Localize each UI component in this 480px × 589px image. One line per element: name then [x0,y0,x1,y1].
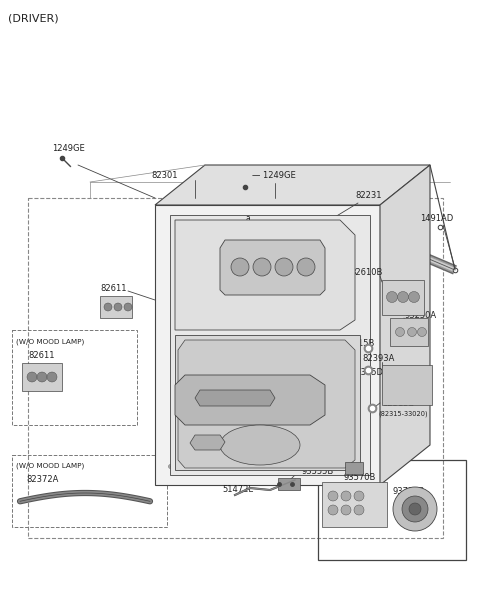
Bar [322,482,387,527]
Circle shape [328,505,338,515]
Polygon shape [178,340,355,468]
Text: a: a [330,464,335,472]
Polygon shape [195,390,275,406]
Circle shape [328,491,338,501]
Text: P82317: P82317 [193,431,225,439]
Circle shape [37,372,47,382]
Text: 1249GE: 1249GE [52,144,85,153]
Text: 93570B: 93570B [343,472,375,481]
Bar [12,330,137,425]
Circle shape [341,505,351,515]
Polygon shape [155,205,380,485]
Polygon shape [170,215,370,475]
Bar [382,365,432,405]
Text: 82393A: 82393A [362,353,395,362]
Circle shape [231,258,249,276]
Text: 82610B: 82610B [350,267,383,276]
Polygon shape [175,220,355,330]
Circle shape [104,303,112,311]
Circle shape [393,487,437,531]
Circle shape [275,258,293,276]
Text: 93555B: 93555B [302,468,334,477]
Circle shape [47,372,57,382]
Text: 82356B: 82356B [318,451,350,459]
Text: 82315B: 82315B [342,339,374,348]
Bar [28,198,443,538]
Bar [278,478,300,490]
Text: 82611: 82611 [28,350,55,359]
Polygon shape [175,375,325,425]
Circle shape [253,258,271,276]
Text: 82710C: 82710C [175,262,207,270]
Text: (W/O MOOD LAMP): (W/O MOOD LAMP) [16,463,84,469]
Text: 82301: 82301 [152,170,178,180]
Circle shape [397,292,408,303]
Bar [382,280,424,315]
Bar [390,318,428,346]
Circle shape [386,292,397,303]
Bar [345,462,363,474]
Circle shape [114,303,122,311]
Bar [100,296,132,318]
Text: — 1249GE: — 1249GE [252,170,296,180]
Polygon shape [175,335,360,470]
Circle shape [124,303,132,311]
Circle shape [402,496,428,522]
Ellipse shape [220,425,300,465]
Circle shape [409,503,421,515]
Text: 93250A: 93250A [405,310,437,319]
Text: 8230E: 8230E [185,233,212,241]
Circle shape [27,372,37,382]
Text: 93710B: 93710B [393,487,425,495]
Polygon shape [220,240,325,295]
Text: 82611: 82611 [100,283,127,293]
Text: 82231: 82231 [355,190,382,200]
Polygon shape [155,165,430,205]
Circle shape [297,258,315,276]
Text: a: a [246,213,251,223]
Circle shape [408,327,417,336]
Text: 82372A: 82372A [26,475,59,485]
Circle shape [354,505,364,515]
Text: 51472L: 51472L [222,485,253,495]
Text: (82315-33020): (82315-33020) [378,411,428,417]
Text: 1491AD: 1491AD [420,213,453,223]
Text: (DRIVER): (DRIVER) [8,13,59,23]
Polygon shape [380,165,430,485]
Text: 83714B: 83714B [185,247,217,256]
Circle shape [418,327,427,336]
Text: 82315D: 82315D [350,368,383,376]
Text: 82315B: 82315B [382,399,414,408]
Bar [318,460,466,560]
Circle shape [341,491,351,501]
Bar [160,225,320,305]
Bar [12,455,167,527]
Circle shape [354,491,364,501]
Text: (W/O MOOD LAMP): (W/O MOOD LAMP) [16,339,84,345]
Polygon shape [190,435,225,450]
Circle shape [396,327,405,336]
Circle shape [408,292,420,303]
Bar [22,363,62,391]
